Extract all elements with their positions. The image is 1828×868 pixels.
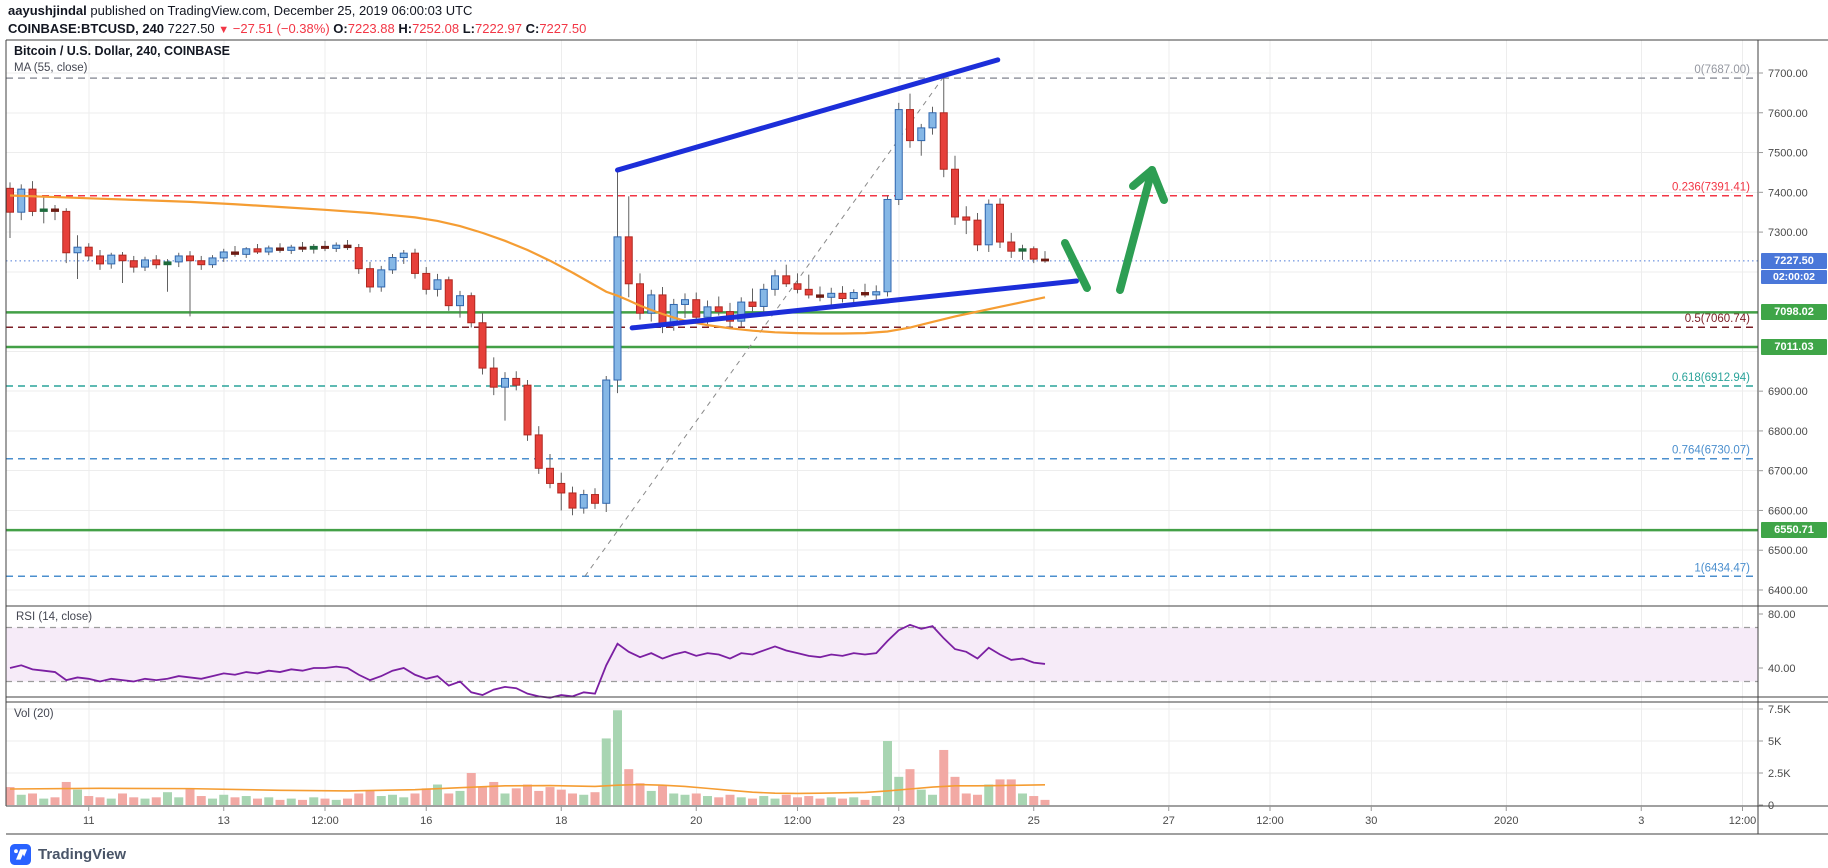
date-tick: 30 [1365,815,1377,827]
fib-label: 0.236(7391.41) [1672,182,1750,194]
date-tick: 18 [555,815,567,827]
price-tick: 6800.00 [1768,426,1808,438]
date-tick: 20 [690,815,702,827]
down-triangle-icon: ▼ [218,24,230,36]
open-value: 7223.88 [347,21,395,36]
price-tick: 7700.00 [1768,68,1808,80]
price-tick: 7300.00 [1768,227,1808,239]
change-text: −27.51 (−0.38%) [232,21,330,36]
published-text: published on TradingView.com, December 2… [86,3,473,18]
symbol-label: COINBASE:BTCUSD, 240 [8,21,165,36]
tradingview-logo-icon [10,844,31,865]
price-tick: 7600.00 [1768,108,1808,120]
vol-tick: 7.5K [1768,704,1791,716]
date-tick: 13 [218,815,230,827]
low-value: 7222.97 [474,21,522,36]
date-tick: 11 [83,815,94,827]
fib-label: 1(6434.47) [1694,562,1750,574]
date-tick: 12:00 [311,815,339,827]
date-tick: 12:00 [784,815,812,827]
price-tick: 7500.00 [1768,148,1808,160]
open-label: O: [333,21,348,36]
price-tick: 6700.00 [1768,466,1808,478]
price-tick: 7400.00 [1768,187,1808,199]
fib-label: 0.618(6912.94) [1672,372,1750,384]
last-price-text: 7227.50 [167,21,215,36]
rsi-tick: 40.00 [1768,663,1796,675]
publisher-name: aayushjindal [8,3,87,18]
date-tick: 12:00 [1256,815,1284,827]
fib-label: 0.764(6730.07) [1672,445,1750,457]
price-tick: 6900.00 [1768,386,1808,398]
close-label: C: [525,21,540,36]
price-tick: 6500.00 [1768,545,1808,557]
tradingview-logo[interactable]: TradingView [10,844,126,865]
date-tick: 2020 [1494,815,1518,827]
fib-label: 0(7687.00) [1694,64,1750,76]
rsi-tick: 80.00 [1768,609,1796,621]
tradingview-logo-text: TradingView [38,846,127,863]
published-line: aayushjindal published on TradingView.co… [8,2,1408,20]
date-tick: 23 [893,815,905,827]
low-label: L: [462,21,475,36]
date-tick: 16 [420,815,432,827]
date-tick: 12:00 [1729,815,1757,827]
close-value: 7227.50 [539,21,587,36]
fib-label: 0.5(7060.74) [1685,313,1750,325]
price-tick: 6400.00 [1768,585,1808,597]
symbol-ohlc-line: COINBASE:BTCUSD, 240 7227.50 ▼ −27.51 (−… [8,20,1408,39]
date-tick: 27 [1163,815,1175,827]
vol-tick: 2.5K [1768,768,1791,780]
date-tick: 25 [1028,815,1040,827]
date-tick: 3 [1638,815,1644,827]
vol-tick: 5K [1768,736,1782,748]
price-tick: 6600.00 [1768,505,1808,517]
chart-header: aayushjindal published on TradingView.co… [8,2,1408,39]
vol-tick: 0 [1768,800,1774,812]
high-label: H: [398,21,413,36]
high-value: 7252.08 [412,21,460,36]
